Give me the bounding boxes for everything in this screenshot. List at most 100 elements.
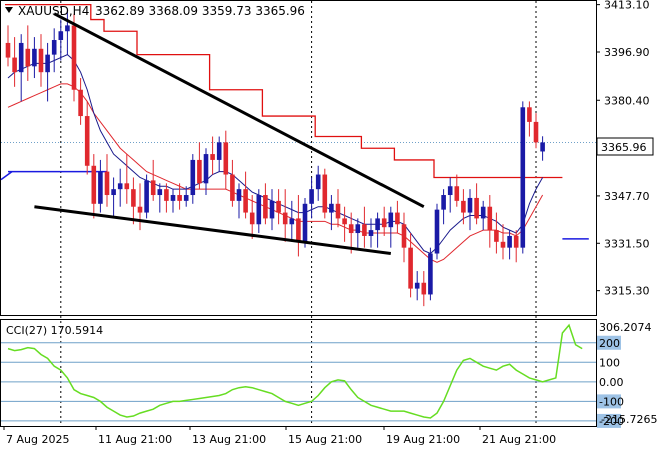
candle-body [98, 171, 103, 204]
candle-body [170, 195, 176, 201]
candle-body [494, 230, 499, 242]
price-tick-label: 3380.40 [604, 94, 650, 107]
candle-body [348, 224, 354, 234]
cci-panel-frame [0, 319, 597, 427]
candle-body [428, 253, 433, 295]
cci-plot-layer [1, 323, 621, 428]
collapse-arrow-icon[interactable] [5, 7, 13, 13]
candle-body [520, 107, 526, 248]
candle-body [461, 200, 466, 213]
resistance-line [5, 3, 563, 179]
candle-body [527, 107, 532, 122]
cci-level-label: 200 [599, 337, 620, 350]
ma-slow-line [7, 83, 544, 263]
candle-body [474, 197, 479, 219]
candle-body [197, 159, 202, 184]
time-tick-label: 11 Aug 21:00 [98, 433, 172, 446]
candle-body [190, 159, 196, 196]
candle-body [91, 165, 97, 204]
time-tick-label: 19 Aug 21:00 [386, 433, 460, 446]
candle-body [480, 206, 486, 219]
candle-body [249, 212, 255, 225]
candle-body [230, 174, 235, 201]
candle-body [322, 174, 328, 213]
candle-body [302, 203, 308, 242]
candle-body [355, 224, 361, 234]
candle-body [111, 189, 116, 196]
candle-body [447, 186, 453, 196]
cci-level-label: 0.00 [599, 376, 624, 389]
candle-body [236, 189, 242, 201]
candle-body [375, 218, 380, 231]
candle-body [315, 174, 321, 190]
candle-body [309, 189, 314, 204]
cci-level-label: -200 [599, 415, 624, 428]
time-tick-label: 15 Aug 21:00 [288, 433, 362, 446]
candle-body [216, 142, 222, 160]
candle-body [131, 189, 136, 207]
candle-body [104, 171, 110, 196]
trendline [53, 12, 425, 209]
candle-body [401, 224, 407, 248]
candle-body [84, 116, 90, 166]
candle-body [513, 235, 519, 248]
candle-body [5, 42, 11, 58]
candle-body [269, 200, 275, 219]
candle-body [256, 195, 262, 225]
candle-body [65, 25, 70, 32]
candle-body [276, 200, 281, 213]
candle-body [183, 195, 189, 201]
cci-level-badge [597, 394, 621, 409]
candle-body [408, 247, 413, 289]
candle-body [540, 142, 545, 152]
ohlc-readout: 3362.89 3368.09 3359.73 3365.96 [95, 4, 305, 18]
candle-body [45, 54, 50, 73]
candle-body [441, 195, 446, 210]
price-tick-label: 3331.50 [604, 237, 650, 250]
candle-body [289, 218, 295, 225]
candle-body [500, 241, 506, 248]
candle-body [263, 195, 268, 219]
candle-body [487, 206, 493, 231]
candle-body [362, 224, 367, 236]
candle-body [18, 42, 24, 73]
candle-body [395, 212, 400, 225]
cci-label: CCI(27) 170.5914 [6, 324, 103, 337]
candle-body [342, 218, 347, 225]
candle-body [335, 203, 341, 219]
candle-body [329, 203, 334, 213]
time-tick-label: 13 Aug 21:00 [192, 433, 266, 446]
cci-level-badge [597, 413, 621, 428]
candle-body [58, 31, 64, 41]
current-price-tag: 3365.96 [596, 137, 654, 156]
candle-body [164, 189, 169, 201]
symbol-timeframe: XAUUSD,H4 [18, 4, 89, 18]
cci-min-label: -215.7265 [601, 413, 657, 426]
candle-body [533, 121, 539, 143]
candle-body [223, 142, 229, 175]
candle-body [51, 40, 57, 55]
candle-body [507, 235, 512, 248]
candle-body [157, 189, 163, 196]
candle-body [210, 154, 215, 160]
cci-level-badge [597, 335, 621, 350]
candle-body [150, 180, 156, 196]
chart-header: XAUUSD,H4 3362.89 3368.09 3359.73 3365.9… [5, 4, 305, 18]
price-tick-label: 3396.90 [604, 46, 650, 59]
candle-body [467, 197, 473, 213]
price-tick-label: 3347.70 [604, 190, 650, 203]
candle-body [137, 206, 143, 213]
candle-body [25, 48, 31, 67]
candle-body [78, 89, 83, 117]
candle-body [71, 25, 77, 90]
candle-body [388, 212, 394, 228]
candle-body [434, 209, 440, 254]
candle-body [38, 48, 44, 73]
time-tick-label: 7 Aug 2025 [6, 433, 69, 446]
time-tick-label: 21 Aug 21:00 [482, 433, 556, 446]
candle-body [414, 282, 420, 289]
candle-body [243, 189, 248, 213]
main-plot-layer [0, 1, 596, 426]
candle-body [12, 57, 17, 73]
